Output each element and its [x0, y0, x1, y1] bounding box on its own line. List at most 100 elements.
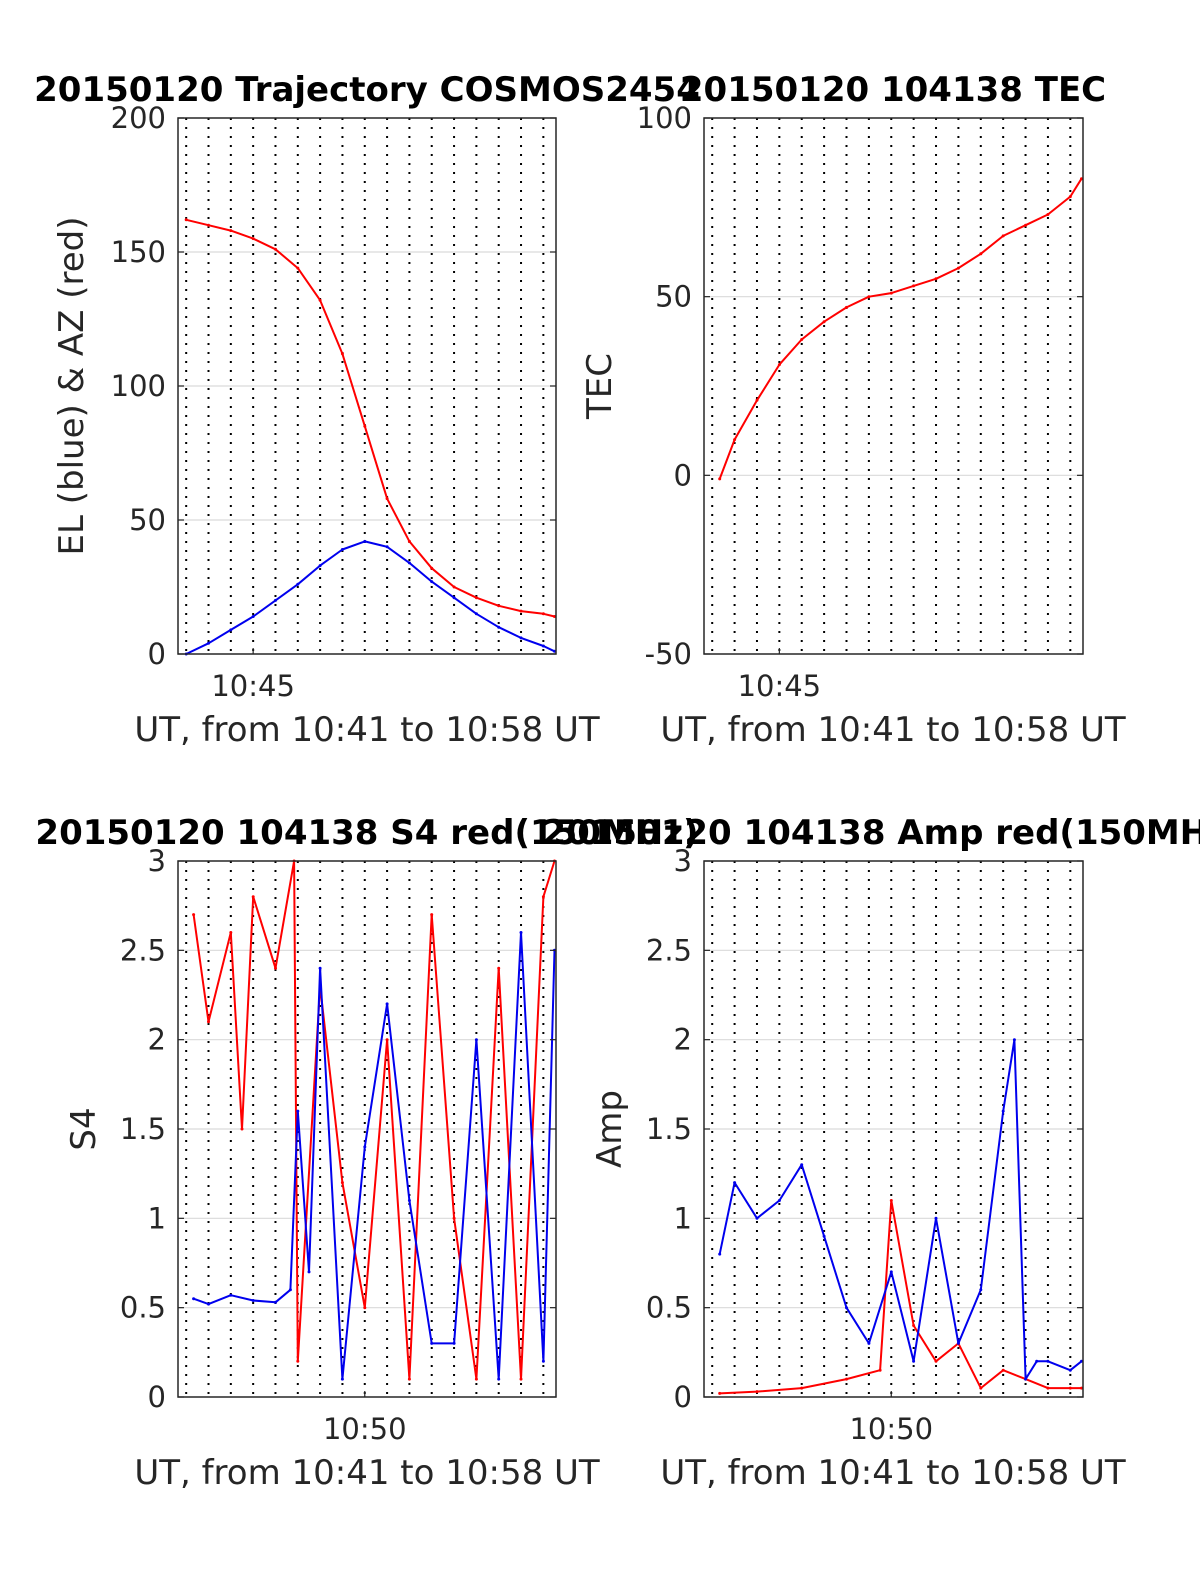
- amp-y-tick-label: 1.5: [646, 1112, 692, 1146]
- s4-series-blue-line: [193, 931, 556, 1381]
- amp-data-point: [878, 1368, 882, 1372]
- s4-data-point: [274, 966, 277, 970]
- s4-data-point: [340, 1377, 344, 1381]
- trajectory-data-point: [385, 545, 389, 549]
- trajectory-y-tick-label: 100: [111, 369, 166, 403]
- trajectory-y-tick-label: 200: [111, 101, 166, 135]
- tec-data-point: [934, 277, 938, 281]
- trajectory-data-point: [184, 218, 188, 222]
- tec-data-point: [755, 398, 759, 402]
- trajectory-data-point: [541, 612, 545, 616]
- trajectory-data-point: [474, 596, 478, 600]
- s4-data-point: [385, 1002, 389, 1006]
- s4-x-tick-label: 10:50: [323, 1412, 407, 1446]
- amp-data-point: [718, 1252, 722, 1256]
- s4-data-point: [497, 966, 501, 970]
- trajectory-data-point: [296, 266, 300, 270]
- s4-y-tick-label: 0: [148, 1380, 166, 1414]
- trajectory-y-tick-label: 50: [129, 503, 166, 537]
- tec-data-point: [822, 320, 826, 324]
- s4-data-point: [407, 1199, 411, 1202]
- tec-chart: -50 0 50 100 10:45 20150120 104138 TEC UT, f…: [580, 70, 1126, 750]
- s4-data-point: [274, 1300, 277, 1304]
- s4-y-tick-label: 1.5: [120, 1112, 166, 1146]
- tec-data-point: [800, 338, 804, 341]
- s4-data-point: [240, 1127, 244, 1131]
- tec-data-point: [1068, 195, 1072, 199]
- s4-data-point: [497, 1377, 501, 1381]
- trajectory-data-point: [541, 644, 545, 648]
- amp-y-tick-label: 0: [674, 1380, 692, 1414]
- s4-y-tick-label: 1: [148, 1201, 166, 1235]
- tec-data-point: [1046, 213, 1050, 216]
- trajectory-data-point: [519, 636, 523, 640]
- s4-data-point: [474, 1038, 478, 1042]
- tec-data-point: [777, 363, 781, 367]
- trajectory-data-point: [251, 615, 255, 618]
- tec-x-label: UT, from 10:41 to 10:58 UT: [660, 710, 1126, 750]
- tec-data-point: [733, 438, 737, 442]
- s4-data-point: [251, 1299, 255, 1302]
- tec-data-point: [1001, 234, 1005, 238]
- amp-data-point: [1068, 1386, 1072, 1390]
- s4-data-point: [519, 931, 523, 934]
- s4-data-point: [307, 1270, 311, 1274]
- s4-data-point: [288, 1288, 292, 1292]
- trajectory-data-point: [385, 497, 389, 501]
- tec-y-tick-label: 100: [637, 101, 692, 135]
- amp-data-point: [755, 1216, 759, 1220]
- amp-data-point: [1046, 1359, 1050, 1363]
- s4-data-point: [192, 913, 196, 917]
- amp-series-blue-line: [718, 1038, 1083, 1381]
- s4-y-label: S4: [64, 1107, 104, 1150]
- tec-data-point: [956, 266, 960, 270]
- tec-axes-frame: [703, 117, 1084, 655]
- trajectory-title: 20150120 Trajectory COSMOS2454: [34, 70, 700, 110]
- s4-data-point: [385, 1038, 389, 1042]
- trajectory-data-point: [430, 580, 434, 584]
- trajectory-data-point: [407, 539, 411, 543]
- amp-data-point: [845, 1377, 848, 1381]
- tec-title: 20150120 104138 TEC: [680, 70, 1106, 110]
- amp-data-point: [800, 1163, 804, 1167]
- s4-data-point: [363, 1306, 367, 1310]
- amp-data-point: [889, 1270, 893, 1274]
- amp-data-point: [822, 1234, 826, 1238]
- amp-data-point: [1001, 1368, 1005, 1372]
- s4-data-point: [192, 1297, 196, 1301]
- trajectory-data-point: [274, 247, 277, 251]
- amp-data-point: [867, 1341, 871, 1345]
- s4-data-point: [519, 1377, 523, 1381]
- s4-data-point: [296, 1359, 300, 1363]
- s4-data-point: [296, 1109, 300, 1113]
- amp-data-point: [979, 1288, 983, 1292]
- amp-x-tick-label: 10:50: [849, 1412, 933, 1446]
- s4-y-tick-label: 3: [148, 844, 166, 878]
- amp-y-label: Amp: [590, 1090, 630, 1168]
- amp-data-point: [1001, 1109, 1005, 1113]
- amp-data-point: [800, 1386, 804, 1390]
- amp-title: 20150120 104138 Amp red(150MHz): [542, 813, 1200, 853]
- trajectory-data-point: [407, 561, 411, 565]
- tec-data-point: [845, 305, 848, 309]
- trajectory-data-point: [497, 625, 501, 629]
- s4-data-point: [251, 895, 255, 899]
- tec-data-point: [718, 477, 722, 481]
- s4-data-point: [452, 1216, 456, 1220]
- tec-y-tick-label: -50: [645, 637, 692, 671]
- tec-x-tick-label: 10:45: [738, 669, 822, 703]
- s4-chart: 0 0.5 1 1.5 2 2.5 3 10:50 20150120 104138 S4 re…: [35, 813, 698, 1493]
- amp-x-label: UT, from 10:41 to 10:58 UT: [660, 1453, 1126, 1493]
- trajectory-data-point: [363, 424, 367, 428]
- amp-data-point: [912, 1359, 916, 1363]
- amp-y-tick-label: 2: [674, 1023, 692, 1057]
- s4-x-label: UT, from 10:41 to 10:58 UT: [134, 1453, 600, 1493]
- trajectory-data-point: [474, 612, 478, 616]
- amp-data-point: [956, 1341, 960, 1345]
- trajectory-data-point: [452, 596, 456, 600]
- s4-data-point: [407, 1377, 411, 1381]
- amp-data-point: [755, 1390, 759, 1394]
- tec-y-label: TEC: [580, 353, 620, 420]
- tec-data-point: [1024, 223, 1028, 227]
